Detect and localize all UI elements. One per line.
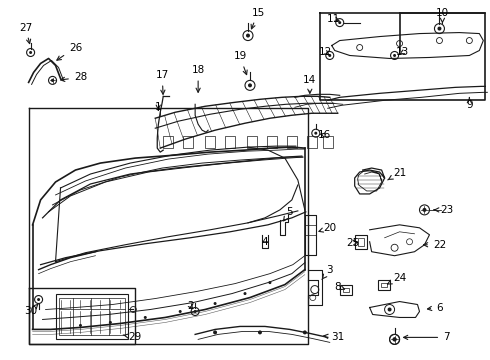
Circle shape: [338, 21, 341, 24]
Bar: [287, 136, 297, 148]
Text: 13: 13: [396, 48, 409, 58]
Text: 1: 1: [155, 102, 162, 112]
Circle shape: [314, 132, 318, 135]
Bar: [358, 238, 364, 246]
Text: 23: 23: [434, 205, 453, 215]
Text: 6: 6: [427, 302, 443, 312]
Text: 9: 9: [466, 98, 473, 110]
Text: 5: 5: [284, 207, 293, 221]
Text: 25: 25: [346, 238, 359, 248]
Circle shape: [244, 292, 246, 295]
Bar: [247, 136, 257, 148]
Bar: [340, 285, 352, 294]
Circle shape: [194, 310, 196, 313]
Bar: [267, 136, 277, 148]
Circle shape: [179, 310, 182, 313]
Text: 8: 8: [334, 282, 344, 292]
Bar: [307, 136, 317, 148]
Bar: [55, 293, 128, 339]
Text: 20: 20: [319, 223, 336, 233]
Text: 14: 14: [303, 75, 317, 93]
Circle shape: [303, 330, 307, 334]
Text: 27: 27: [19, 23, 32, 44]
Circle shape: [269, 281, 271, 284]
Text: 18: 18: [192, 66, 205, 92]
Bar: [225, 136, 235, 148]
Circle shape: [109, 321, 112, 324]
Circle shape: [214, 302, 217, 305]
Circle shape: [258, 330, 262, 334]
Circle shape: [392, 337, 396, 341]
Bar: [205, 136, 215, 148]
Bar: [323, 136, 333, 148]
Circle shape: [388, 307, 392, 311]
Text: 15: 15: [251, 8, 265, 29]
Circle shape: [51, 79, 54, 82]
Text: 4: 4: [262, 237, 268, 247]
Text: 17: 17: [156, 71, 169, 94]
Bar: [378, 280, 390, 289]
Text: 28: 28: [61, 72, 87, 82]
Circle shape: [392, 337, 396, 341]
Circle shape: [29, 51, 32, 54]
Bar: [355, 235, 367, 249]
Circle shape: [248, 84, 252, 87]
Bar: [343, 288, 349, 292]
Text: 12: 12: [319, 48, 332, 58]
Circle shape: [328, 54, 331, 57]
Bar: [163, 136, 173, 148]
Bar: [381, 283, 387, 287]
Text: 21: 21: [388, 168, 406, 180]
Text: 31: 31: [324, 332, 344, 342]
Circle shape: [37, 298, 40, 301]
Circle shape: [144, 316, 147, 319]
Text: 24: 24: [388, 273, 406, 284]
Bar: [58, 298, 125, 336]
Circle shape: [422, 208, 426, 212]
Text: 10: 10: [436, 8, 449, 23]
Circle shape: [246, 33, 250, 37]
Circle shape: [438, 27, 441, 31]
Text: 2: 2: [187, 301, 194, 311]
Text: 16: 16: [318, 130, 331, 140]
Circle shape: [213, 330, 217, 334]
Circle shape: [393, 54, 396, 57]
Text: 30: 30: [24, 304, 38, 316]
Text: 7: 7: [404, 332, 450, 342]
Text: 11: 11: [327, 14, 341, 24]
Text: 22: 22: [423, 240, 446, 250]
Bar: [183, 136, 193, 148]
Text: 26: 26: [57, 42, 82, 60]
Text: 19: 19: [233, 51, 247, 75]
Text: 3: 3: [322, 265, 333, 279]
Text: 29: 29: [123, 332, 142, 342]
Circle shape: [79, 324, 82, 327]
